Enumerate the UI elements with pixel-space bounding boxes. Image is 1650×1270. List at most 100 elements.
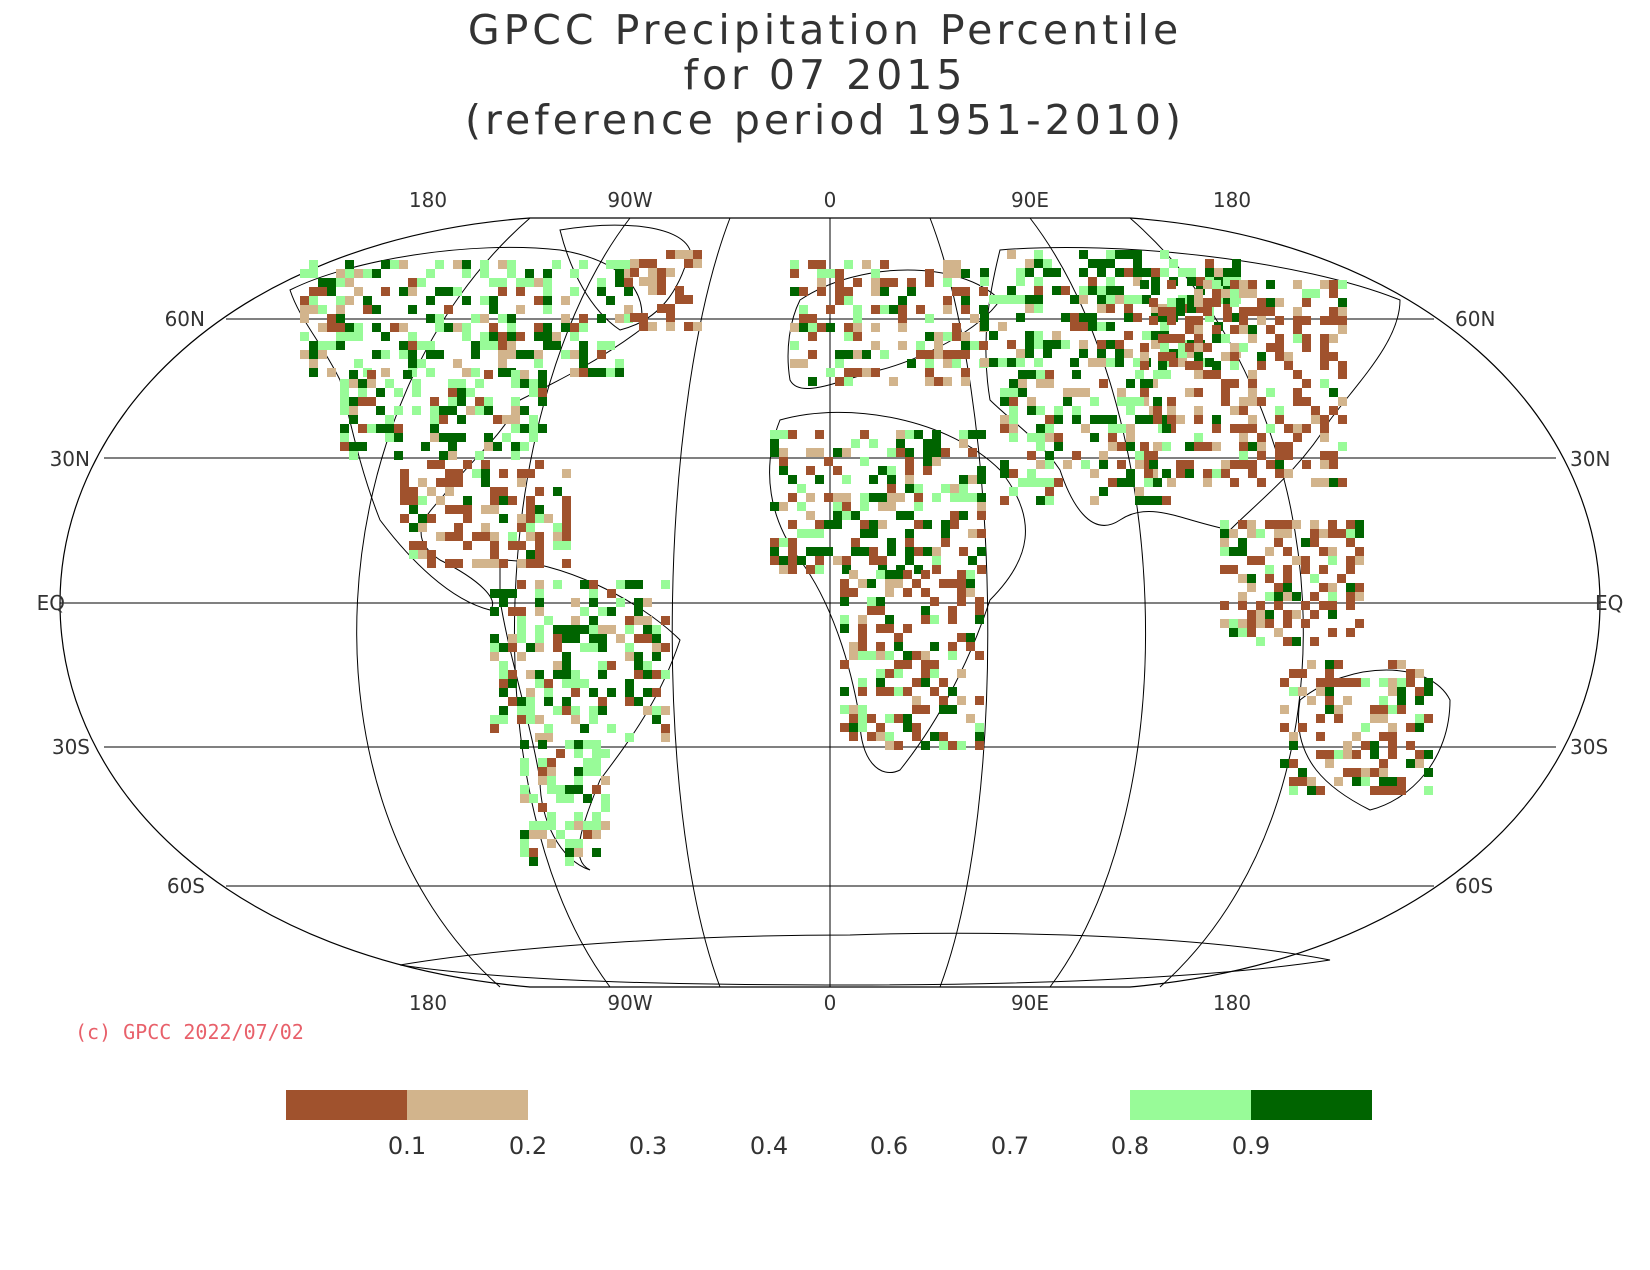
percentile-cell <box>1212 289 1221 298</box>
world-map: 180 90W 0 90E 180 180 90W 0 90E 180 60N … <box>37 188 1624 1010</box>
percentile-cell <box>535 634 544 643</box>
percentile-cell <box>340 442 349 451</box>
percentile-cell <box>1229 565 1238 574</box>
percentile-cell <box>1133 268 1142 277</box>
percentile-cell <box>1124 313 1133 322</box>
percentile-cell <box>1311 289 1320 298</box>
percentile-cell <box>1149 379 1158 388</box>
percentile-cell <box>1097 259 1106 268</box>
percentile-cell <box>1338 415 1347 424</box>
percentile-cell <box>643 661 652 670</box>
percentile-cell <box>1379 768 1388 777</box>
percentile-cell <box>349 397 358 406</box>
percentile-cell <box>921 660 930 669</box>
percentile-cell <box>624 260 633 269</box>
percentile-cell <box>1140 442 1149 451</box>
percentile-cell <box>779 466 788 475</box>
percentile-cell <box>507 269 516 278</box>
percentile-cell <box>1117 442 1126 451</box>
percentile-cell <box>1247 556 1256 565</box>
percentile-cell <box>1325 687 1334 696</box>
percentile-cell <box>989 331 998 340</box>
percentile-cell <box>535 625 544 634</box>
percentile-cell <box>1388 786 1397 795</box>
percentile-cell <box>615 269 624 278</box>
percentile-cell <box>589 598 598 607</box>
percentile-cell <box>1153 496 1162 505</box>
percentile-cell <box>1178 358 1187 367</box>
percentile-cell <box>930 615 939 624</box>
percentile-cell <box>799 314 808 323</box>
right-lat-label-30n: 30N <box>1570 447 1610 471</box>
percentile-cell <box>1126 406 1135 415</box>
percentile-cell <box>869 439 878 448</box>
percentile-cell <box>903 687 912 696</box>
percentile-cell <box>878 466 887 475</box>
percentile-cell <box>409 550 418 559</box>
percentile-cell <box>1302 334 1311 343</box>
percentile-cell <box>571 625 580 634</box>
percentile-cell <box>979 305 988 314</box>
percentile-cell <box>1266 325 1275 334</box>
percentile-cell <box>1088 286 1097 295</box>
percentile-cell <box>571 715 580 724</box>
percentile-cell <box>574 767 583 776</box>
percentile-cell <box>869 520 878 529</box>
percentile-cell <box>806 448 815 457</box>
percentile-cell <box>1045 370 1054 379</box>
percentile-cell <box>1379 678 1388 687</box>
percentile-cell <box>516 287 525 296</box>
percentile-cell <box>508 496 517 505</box>
percentile-cell <box>661 643 670 652</box>
percentile-cell <box>408 305 417 314</box>
percentile-cell <box>1293 280 1302 289</box>
percentile-cell <box>1284 424 1293 433</box>
percentile-cell <box>1257 307 1266 316</box>
percentile-cell <box>876 651 885 660</box>
percentile-cell <box>1153 478 1162 487</box>
percentile-cell <box>570 323 579 332</box>
percentile-cell <box>1088 259 1097 268</box>
percentile-cell <box>817 269 826 278</box>
percentile-cell <box>1115 250 1124 259</box>
percentile-cell <box>1052 268 1061 277</box>
percentile-cell <box>448 442 457 451</box>
percentile-cell <box>462 260 471 269</box>
percentile-cell <box>1194 433 1203 442</box>
percentile-cell <box>853 314 862 323</box>
percentile-cell <box>574 776 583 785</box>
percentile-cell <box>480 314 489 323</box>
percentile-cell <box>779 448 788 457</box>
percentile-cell <box>436 532 445 541</box>
percentile-cell <box>916 341 925 350</box>
percentile-cell <box>1212 370 1221 379</box>
percentile-cell <box>925 278 934 287</box>
percentile-cell <box>842 565 851 574</box>
percentile-cell <box>1397 678 1406 687</box>
percentile-cell <box>1045 415 1054 424</box>
top-lon-labels: 180 90W 0 90E 180 <box>409 188 1251 212</box>
percentile-cell <box>840 660 849 669</box>
percentile-cell <box>880 287 889 296</box>
percentile-cell <box>1239 397 1248 406</box>
percentile-cell <box>327 341 336 350</box>
percentile-cell <box>511 379 520 388</box>
percentile-cell <box>968 529 977 538</box>
percentile-cell <box>634 634 643 643</box>
antarctica-outline <box>399 932 1331 986</box>
percentile-cell <box>907 287 916 296</box>
percentile-cell <box>1223 268 1232 277</box>
percentile-cell <box>580 607 589 616</box>
percentile-cell <box>1257 451 1266 460</box>
percentile-cell <box>1415 750 1424 759</box>
percentile-cell <box>817 323 826 332</box>
percentile-cell <box>871 278 880 287</box>
percentile-cell <box>634 616 643 625</box>
percentile-cell <box>844 368 853 377</box>
percentile-cell <box>624 305 633 314</box>
percentile-cell <box>507 341 516 350</box>
percentile-cell <box>894 570 903 579</box>
percentile-cell <box>1289 687 1298 696</box>
percentile-cell <box>1292 637 1301 646</box>
percentile-cell <box>1379 786 1388 795</box>
